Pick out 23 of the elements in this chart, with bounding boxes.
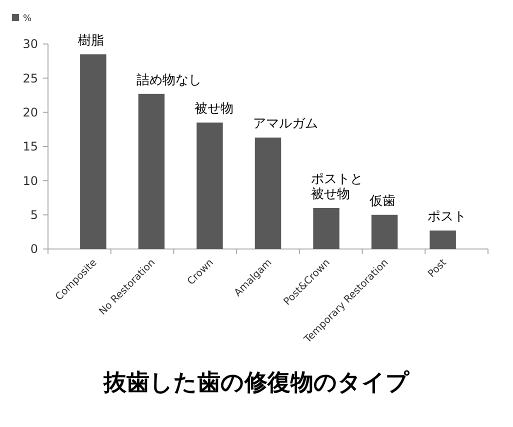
bar bbox=[313, 208, 340, 249]
legend-label: % bbox=[23, 14, 32, 24]
y-tick-label: 15 bbox=[22, 140, 38, 154]
y-tick-label: 20 bbox=[22, 106, 38, 120]
bar bbox=[254, 138, 282, 249]
y-tick-label: 5 bbox=[30, 208, 38, 222]
annotation: 仮歯 bbox=[368, 194, 396, 209]
annotation: ポストと被せ物 bbox=[311, 172, 364, 202]
bar bbox=[371, 214, 398, 249]
annotation: 被せ物 bbox=[194, 102, 234, 117]
y-tick-label: 25 bbox=[22, 71, 38, 86]
text: 抜歯した歯の修復物のタイプ bbox=[102, 370, 410, 396]
bar bbox=[430, 230, 456, 249]
bar bbox=[196, 122, 223, 249]
annotation: ポスト bbox=[428, 210, 467, 225]
annotation: アマルガム bbox=[252, 116, 318, 132]
annotation: 詰め物なし bbox=[136, 72, 202, 88]
y-tick-label: 30 bbox=[22, 37, 38, 52]
y-tick-label: 10 bbox=[22, 174, 38, 188]
y-tick-label: 0 bbox=[30, 242, 38, 256]
annotation: 樹脂 bbox=[78, 33, 104, 48]
bar bbox=[138, 94, 165, 249]
bar bbox=[80, 54, 106, 249]
